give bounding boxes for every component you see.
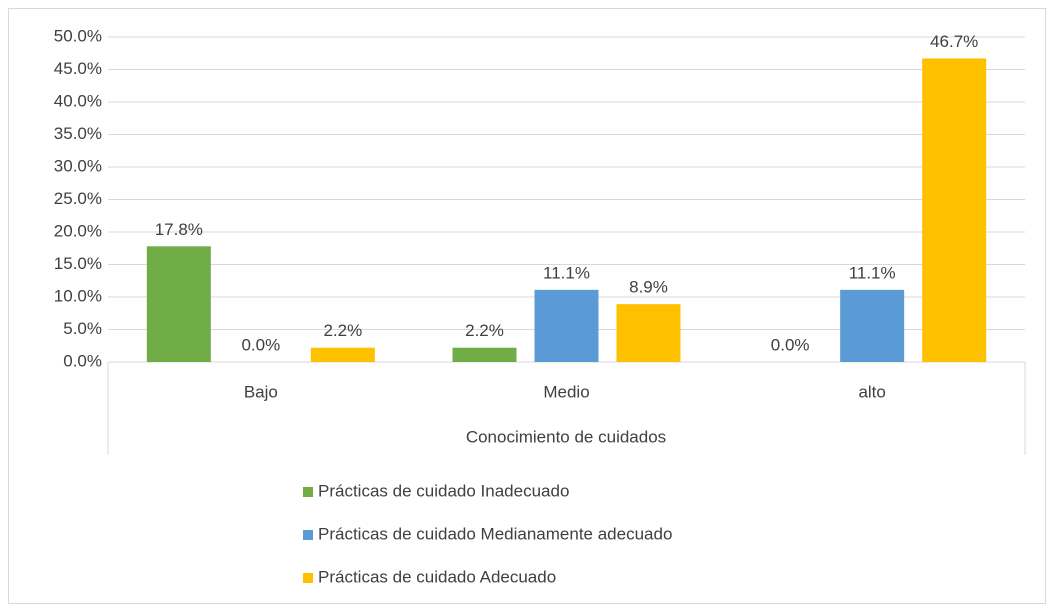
bar xyxy=(452,347,517,362)
x-tick-label: alto xyxy=(858,382,885,401)
y-tick-label: 10.0% xyxy=(54,286,102,305)
bar xyxy=(922,58,987,362)
data-label: 11.1% xyxy=(543,263,590,282)
x-tick-label: Bajo xyxy=(244,382,278,401)
y-tick-label: 0.0% xyxy=(63,351,102,370)
bar xyxy=(840,289,905,362)
legend-swatch xyxy=(303,573,313,583)
x-axis-title: Conocimiento de cuidados xyxy=(466,427,666,446)
data-label: 17.8% xyxy=(155,220,203,239)
y-tick-label: 20.0% xyxy=(54,221,102,240)
data-label: 11.1% xyxy=(849,263,896,282)
y-tick-label: 25.0% xyxy=(54,189,102,208)
data-label: 8.9% xyxy=(629,278,668,297)
data-label: 46.7% xyxy=(930,32,978,51)
y-tick-label: 45.0% xyxy=(54,59,102,78)
bar xyxy=(616,304,681,362)
legend-label: Prácticas de cuidado Adecuado xyxy=(318,567,556,586)
y-tick-label: 15.0% xyxy=(54,254,102,273)
y-tick-label: 30.0% xyxy=(54,156,102,175)
legend-swatch xyxy=(303,487,313,497)
y-tick-label: 35.0% xyxy=(54,124,102,143)
y-tick-label: 5.0% xyxy=(63,319,102,338)
y-tick-label: 50.0% xyxy=(54,26,102,45)
data-label: 0.0% xyxy=(241,335,280,354)
legend-label: Prácticas de cuidado Inadecuado xyxy=(318,481,569,500)
data-label: 2.2% xyxy=(323,321,362,340)
bar xyxy=(534,289,599,362)
x-tick-label: Medio xyxy=(543,382,589,401)
bar xyxy=(310,347,375,362)
legend-swatch xyxy=(303,530,313,540)
y-tick-label: 40.0% xyxy=(54,91,102,110)
data-label: 2.2% xyxy=(465,321,504,340)
data-label: 0.0% xyxy=(771,335,810,354)
bar xyxy=(146,246,211,362)
legend-label: Prácticas de cuidado Medianamente adecua… xyxy=(318,524,672,543)
